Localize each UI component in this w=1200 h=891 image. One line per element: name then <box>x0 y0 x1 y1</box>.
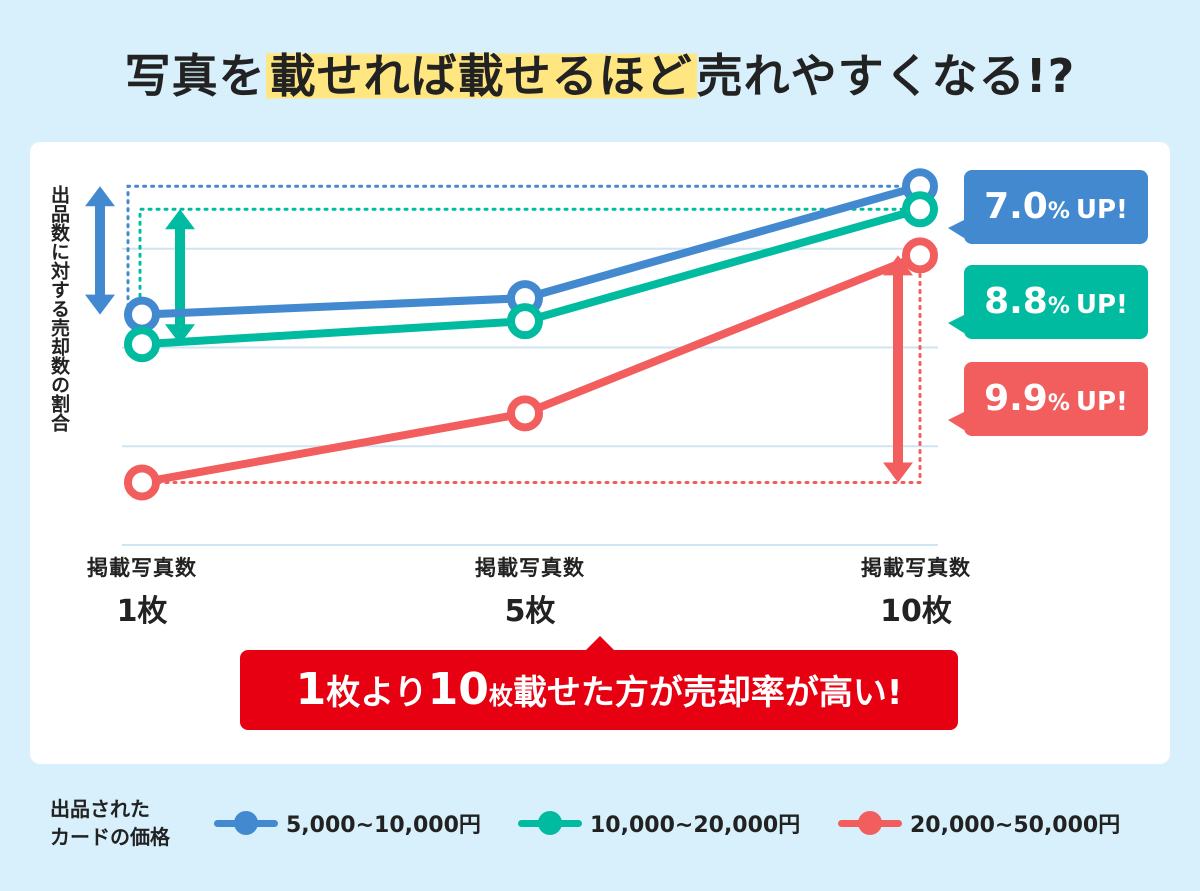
series-2-point-3 <box>902 191 938 228</box>
callout-part-4: 枚 <box>488 682 513 710</box>
title-post: 売れやすくなる!? <box>696 49 1076 103</box>
legend-title-line1: 出品された <box>50 797 150 821</box>
x-label-3-line1: 掲載写真数 <box>861 556 971 580</box>
difference-arrow-2 <box>165 209 195 345</box>
x-label-3-line2: 10枚 <box>880 594 952 629</box>
title-highlight: 載せれば載せるほど <box>265 49 697 103</box>
legend-label-3: 20,000~50,000円 <box>910 813 1121 838</box>
x-label-1: 掲載写真数 1枚 <box>42 552 242 630</box>
legend-item-3: 20,000~50,000円 <box>838 808 1120 838</box>
legend-label-2: 10,000~20,000円 <box>590 813 801 838</box>
legend-swatch-1 <box>214 808 278 838</box>
x-label-1-line1: 掲載写真数 <box>87 556 197 580</box>
series-3-point-3 <box>902 237 938 274</box>
series-2-point-2 <box>507 303 543 340</box>
reference-line-2 <box>138 207 922 346</box>
increase-badge-3: 9.9% UP! <box>948 362 1148 436</box>
badge-2-number: 8.8 <box>984 281 1048 322</box>
legend-title: 出品された カードの価格 <box>50 795 170 851</box>
legend-title-line2: カードの価格 <box>50 825 170 849</box>
title-pre: 写真を <box>124 49 266 103</box>
increase-badge-1: 7.0% UP! <box>948 170 1148 244</box>
series-3-point-1 <box>124 464 160 501</box>
x-label-2: 掲載写真数 5枚 <box>430 552 630 630</box>
callout-part-3: 10 <box>427 664 489 715</box>
badge-2-percent: % <box>1047 294 1070 319</box>
badge-3-number: 9.9 <box>984 378 1048 419</box>
legend-swatch-2 <box>518 808 582 838</box>
series-2-point-1 <box>124 326 160 363</box>
difference-arrow-3 <box>883 255 913 483</box>
callout-part-1: 1 <box>295 664 327 715</box>
badge-1-number: 7.0 <box>984 186 1048 227</box>
conclusion-callout: 1枚より10枚載せた方が売却率が高い! <box>240 636 958 730</box>
badge-3-percent: % <box>1047 391 1070 416</box>
x-label-2-line1: 掲載写真数 <box>475 556 585 580</box>
badge-1-up: UP! <box>1075 195 1128 225</box>
badge-3-up: UP! <box>1075 387 1128 417</box>
legend-item-1: 5,000~10,000円 <box>214 808 481 838</box>
legend-item-2: 10,000~20,000円 <box>518 808 800 838</box>
reference-line-3 <box>140 253 922 484</box>
series-1-point-1 <box>124 296 160 333</box>
reference-line-1 <box>126 184 922 317</box>
page-title: 写真を載せれば載せるほど売れやすくなる!? <box>0 40 1200 106</box>
x-label-2-line2: 5枚 <box>504 594 556 629</box>
x-label-1-line2: 1枚 <box>116 594 168 629</box>
callout-part-5: 載せた方が売却率が高い! <box>512 673 903 713</box>
badge-2-up: UP! <box>1075 290 1128 320</box>
callout-part-2: 枚より <box>326 673 428 713</box>
x-label-3: 掲載写真数 10枚 <box>816 552 1016 630</box>
difference-arrow-1 <box>85 186 115 315</box>
y-axis-label: 出品数に対する売却数の割合 <box>48 185 70 432</box>
increase-badge-2: 8.8% UP! <box>948 265 1148 339</box>
legend-label-1: 5,000~10,000円 <box>286 813 481 838</box>
legend-swatch-3 <box>838 808 902 838</box>
badge-1-percent: % <box>1047 199 1070 224</box>
series-3-point-2 <box>507 395 543 432</box>
